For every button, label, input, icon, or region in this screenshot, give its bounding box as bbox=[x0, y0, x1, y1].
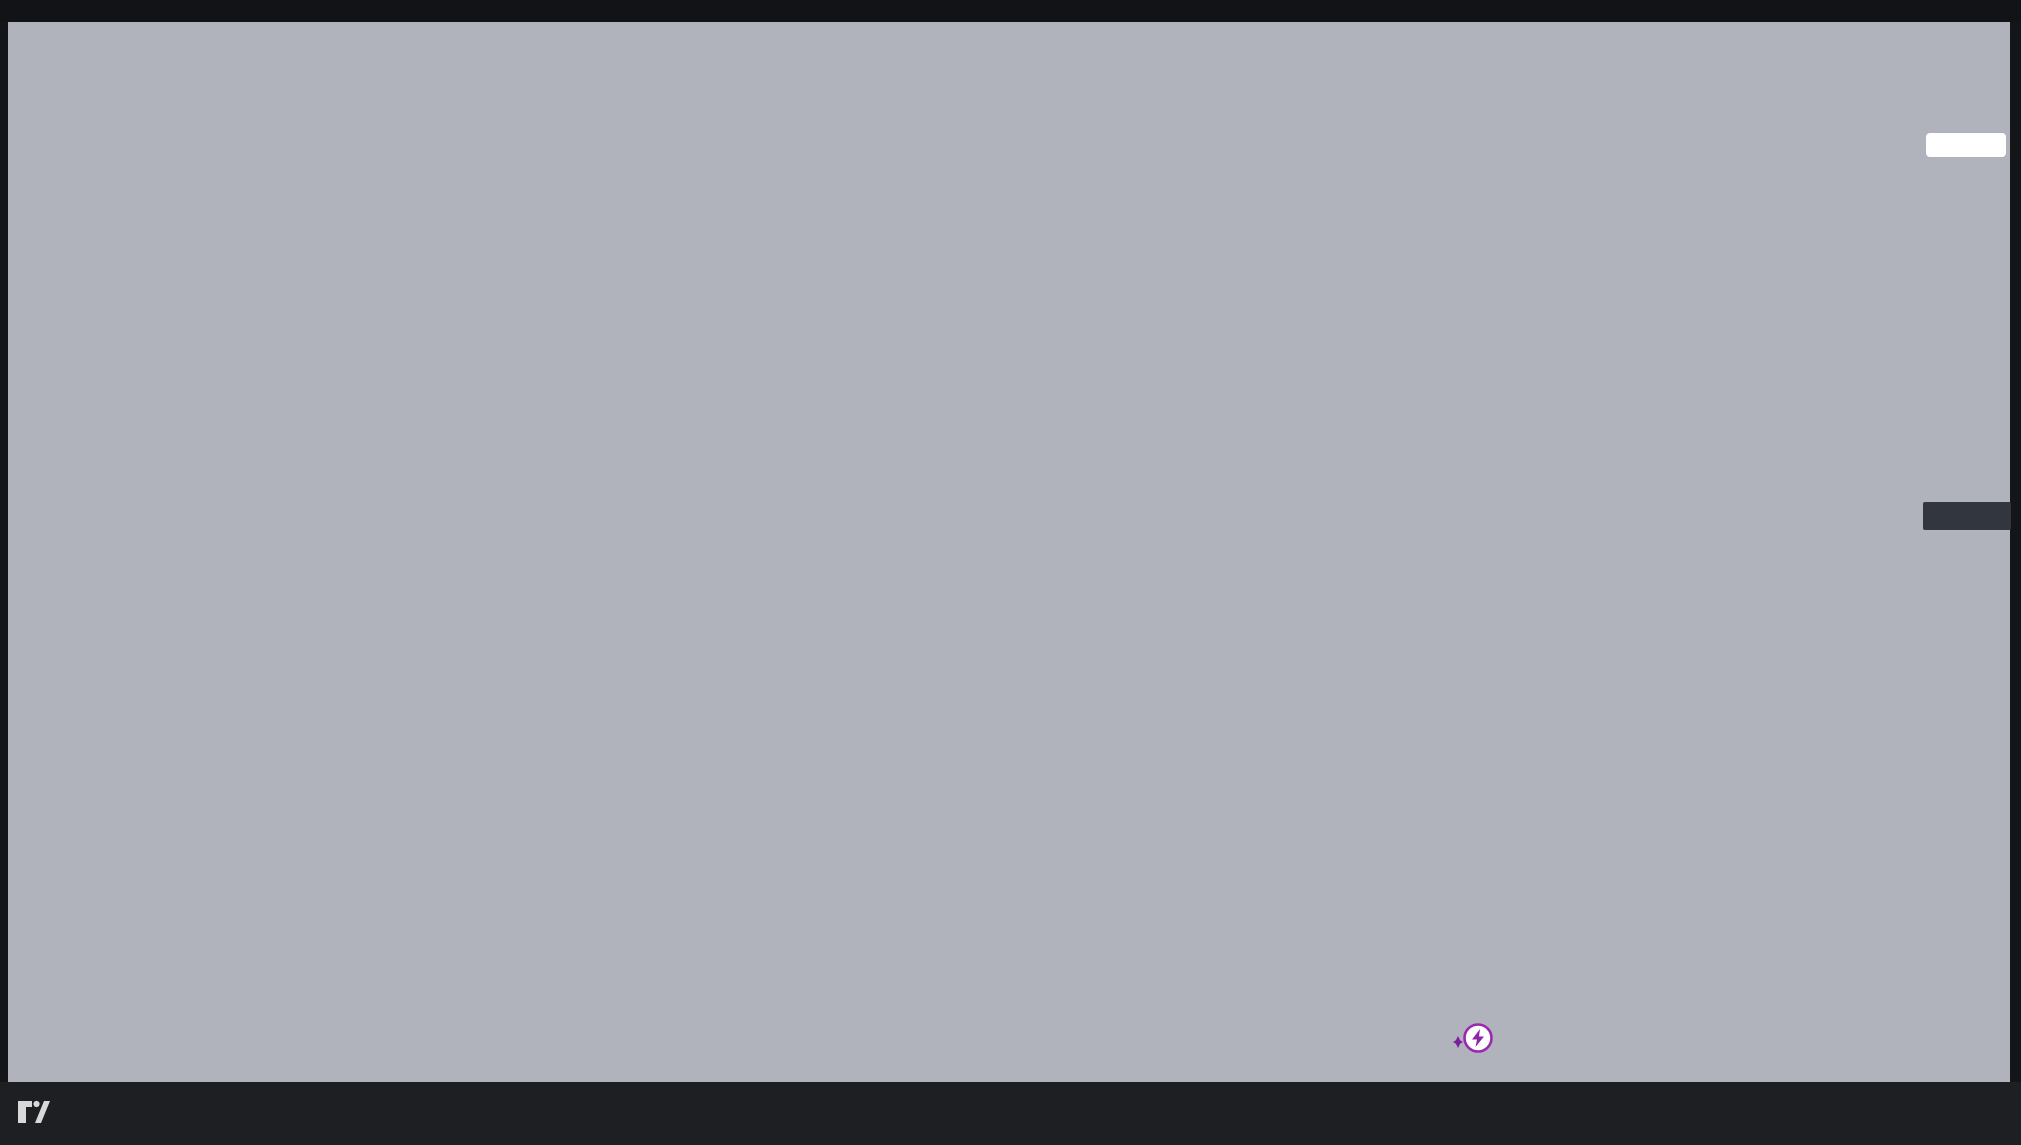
chart-canvas[interactable] bbox=[8, 22, 2010, 1082]
attribution-bar bbox=[0, 0, 2021, 22]
footer-bar bbox=[0, 1082, 2021, 1145]
lightning-icon bbox=[1472, 1029, 1484, 1047]
tradingview-logo[interactable] bbox=[16, 1097, 59, 1127]
tradingview-logo-mark bbox=[18, 1100, 50, 1123]
chart-background bbox=[8, 22, 2010, 1082]
last-price-badge bbox=[1923, 502, 2011, 530]
symbol-legend[interactable] bbox=[14, 137, 82, 153]
idea-flash-badge[interactable] bbox=[1450, 1018, 1496, 1056]
sparkle-icon bbox=[1453, 1036, 1463, 1048]
right-edge-strip bbox=[2010, 22, 2021, 1082]
currency-toggle-button[interactable] bbox=[1926, 133, 2006, 157]
left-edge-strip bbox=[0, 22, 8, 1082]
